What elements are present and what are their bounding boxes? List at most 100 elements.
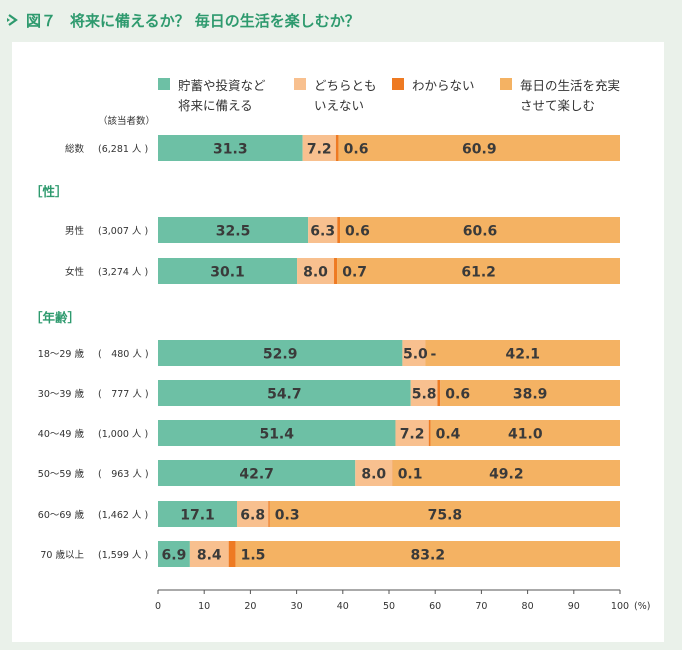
- row-count-7: (1,462 人 ): [98, 510, 148, 521]
- data-label-1-3: 60.6: [463, 224, 498, 240]
- bar-segment-8-3: [235, 541, 620, 567]
- row-label-2: 女性: [65, 266, 85, 278]
- data-label-2-2: 0.7: [342, 265, 367, 281]
- row-label-6: 50～59 歳: [38, 468, 85, 480]
- legend-label-2-0: わからない: [412, 78, 475, 93]
- data-label-3-0: 52.9: [263, 347, 298, 363]
- x-tick-label-7: 70: [475, 601, 487, 612]
- legend-swatch-0: [158, 78, 170, 90]
- bar-segment-4-3: [440, 380, 620, 406]
- data-label-3-1: 5.0: [403, 347, 428, 363]
- figure-number: 図７: [26, 11, 57, 30]
- x-tick-label-0: 0: [155, 601, 161, 612]
- row-count-2: (3,274 人 ): [98, 267, 148, 278]
- bar-segment-7-2: [268, 501, 270, 527]
- bar-segment-5-1: [395, 420, 429, 446]
- figure-title-text: 将来に備えるか？ 毎日の生活を楽しむか？: [70, 11, 360, 30]
- x-tick-label-10: 100: [611, 601, 629, 612]
- row-count-3: ( 480 人 ): [98, 349, 149, 360]
- legend-label-0-0: 貯蓄や投資など: [178, 78, 266, 93]
- data-label-5-1: 7.2: [400, 427, 425, 443]
- bar-segment-5-3: [430, 420, 620, 446]
- row-label-8: 70 歳以上: [40, 549, 84, 561]
- bar-segment-1-3: [340, 217, 620, 243]
- bar-segment-3-0: [158, 340, 403, 366]
- row-count-0: (6,281 人 ): [98, 144, 148, 155]
- row-label-1: 男性: [65, 225, 85, 237]
- data-label-1-2: 0.6: [345, 224, 370, 240]
- section-label-1: ［年齢］: [30, 310, 80, 325]
- data-label-4-2: 0.6: [445, 387, 470, 403]
- figure-title: 図７ 将来に備えるか？ 毎日の生活を楽しむか？: [6, 6, 360, 34]
- data-label-0-1: 7.2: [307, 142, 332, 158]
- bar-segment-0-2: [335, 135, 339, 161]
- data-label-2-0: 30.1: [210, 265, 245, 281]
- data-label-6-2: 0.1: [398, 467, 423, 483]
- x-tick-label-4: 40: [337, 601, 349, 612]
- count-header: （該当者数）: [98, 115, 155, 127]
- bar-segment-2-2: [334, 258, 338, 284]
- bar-segment-4-2: [437, 380, 441, 406]
- legend-swatch-1: [294, 78, 306, 90]
- data-label-8-0: 6.9: [162, 548, 187, 564]
- data-label-0-2: 0.6: [344, 142, 369, 158]
- bar-segment-7-1: [237, 501, 269, 527]
- bar-segment-0-0: [158, 135, 303, 161]
- bar-segment-4-1: [410, 380, 438, 406]
- data-label-2-1: 8.0: [303, 265, 328, 281]
- data-label-7-3: 75.8: [428, 508, 463, 524]
- data-label-4-1: 5.8: [412, 387, 437, 403]
- data-label-6-0: 42.7: [239, 467, 274, 483]
- data-label-7-0: 17.1: [180, 508, 215, 524]
- data-label-5-0: 51.4: [259, 427, 294, 443]
- data-label-7-1: 6.8: [240, 508, 265, 524]
- data-label-1-0: 32.5: [216, 224, 251, 240]
- row-count-5: (1,000 人 ): [98, 429, 148, 440]
- bar-segment-2-1: [297, 258, 335, 284]
- row-count-8: (1,599 人 ): [98, 550, 148, 561]
- row-label-7: 60～69 歳: [38, 509, 85, 521]
- bar-segment-8-1: [189, 541, 229, 567]
- bar-segment-5-0: [158, 420, 396, 446]
- data-label-6-3: 49.2: [489, 467, 524, 483]
- bar-segment-8-2: [228, 541, 236, 567]
- data-label-7-2: 0.3: [275, 508, 300, 524]
- bar-segment-3-1: [402, 340, 426, 366]
- legend-label-1-0: どちらとも: [314, 78, 377, 93]
- x-tick-label-8: 80: [522, 601, 534, 612]
- bar-segment-6-3: [392, 460, 620, 486]
- data-label-0-0: 31.3: [213, 142, 248, 158]
- row-label-5: 40～49 歳: [38, 428, 85, 440]
- bar-segment-3-3: [425, 340, 620, 366]
- bar-segment-2-3: [337, 258, 620, 284]
- x-tick-label-5: 50: [383, 601, 395, 612]
- data-label-4-3: 38.9: [513, 387, 548, 403]
- bar-segment-6-1: [355, 460, 393, 486]
- bar-segment-6-0: [158, 460, 356, 486]
- bar-segment-1-2: [337, 217, 341, 243]
- x-tick-label-1: 10: [198, 601, 210, 612]
- data-label-3-3: 42.1: [505, 347, 540, 363]
- data-label-1-1: 6.3: [310, 224, 335, 240]
- legend-label-0-1: 将来に備える: [178, 98, 253, 113]
- row-label-0: 総数: [65, 143, 85, 155]
- data-label-8-3: 83.2: [411, 548, 446, 564]
- section-label-0: ［性］: [30, 184, 68, 199]
- legend-label-3-1: させて楽しむ: [520, 98, 595, 113]
- x-axis-unit: (%): [634, 601, 650, 612]
- data-label-6-1: 8.0: [361, 467, 386, 483]
- bar-segment-1-1: [308, 217, 338, 243]
- legend-label-3-0: 毎日の生活を充実: [520, 78, 620, 93]
- legend-label-1-1: いえない: [314, 98, 364, 113]
- data-label-4-0: 54.7: [267, 387, 302, 403]
- x-tick-label-9: 90: [568, 601, 580, 612]
- bar-segment-4-0: [158, 380, 411, 406]
- data-label-5-3: 41.0: [508, 427, 543, 443]
- bar-segment-1-0: [158, 217, 309, 243]
- row-label-3: 18～29 歳: [38, 348, 85, 360]
- bar-segment-7-0: [158, 501, 238, 527]
- chevron-right-icon: [7, 14, 18, 26]
- x-tick-label-6: 60: [429, 601, 441, 612]
- legend-swatch-2: [392, 78, 404, 90]
- legend-swatch-3: [500, 78, 512, 90]
